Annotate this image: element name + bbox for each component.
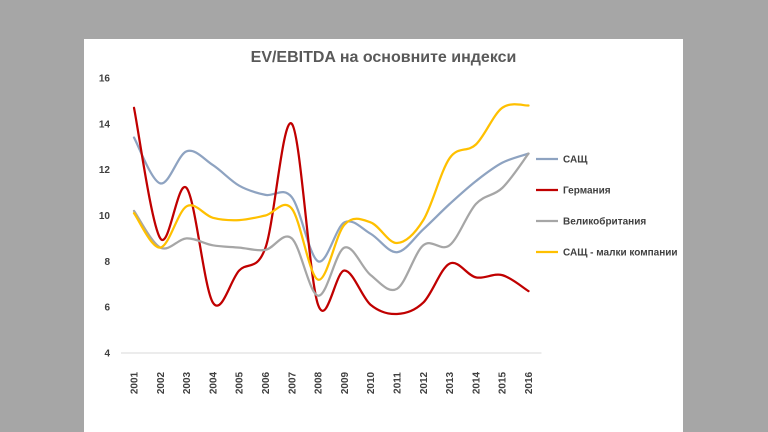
x-tick-label: 2001 bbox=[130, 371, 141, 394]
y-tick-label: 8 bbox=[104, 257, 110, 268]
x-tick-label: 2011 bbox=[393, 372, 404, 394]
y-tick-label: 14 bbox=[99, 119, 111, 130]
legend-label: Германия bbox=[563, 186, 611, 197]
y-tick-label: 6 bbox=[104, 303, 110, 314]
series-lines bbox=[132, 103, 530, 316]
y-tick-label: 10 bbox=[99, 211, 111, 222]
legend: САЩ Германия Великобритания САЩ - малки ком… bbox=[536, 155, 678, 259]
chart-panel: EV/EBITDA на основните индекси 4 6 8 10 12 14… bbox=[84, 39, 683, 432]
series-line-4 bbox=[132, 103, 530, 281]
axes: 4 6 8 10 12 14 16 2001 2002 2003 2004 2005 2006 2007 2… bbox=[99, 74, 542, 394]
x-tick-label: 2015 bbox=[498, 371, 509, 394]
y-tick-label: 4 bbox=[104, 349, 110, 360]
legend-label: САЩ - малки компании bbox=[563, 248, 678, 259]
x-tick-label: 2003 bbox=[182, 371, 193, 394]
x-tick-label: 2012 bbox=[419, 371, 430, 394]
legend-label: САЩ bbox=[563, 155, 588, 166]
line-chart: 4 6 8 10 12 14 16 2001 2002 2003 2004 2005 2006 2007 2… bbox=[99, 74, 678, 395]
x-tick-label: 2016 bbox=[524, 371, 535, 394]
series-line-2 bbox=[132, 106, 530, 316]
x-tick-label: 2009 bbox=[340, 371, 351, 394]
chart-title: EV/EBITDA на основните индекси bbox=[250, 49, 517, 66]
y-tick-label: 16 bbox=[99, 74, 111, 85]
x-tick-label: 2005 bbox=[235, 371, 246, 394]
y-tick-label: 12 bbox=[99, 165, 111, 176]
x-tick-label: 2008 bbox=[314, 371, 325, 394]
x-tick-label: 2004 bbox=[208, 371, 219, 394]
legend-label: Великобритания bbox=[563, 216, 646, 228]
x-tick-label: 2006 bbox=[261, 371, 272, 394]
x-tick-label: 2007 bbox=[287, 371, 298, 394]
x-tick-label: 2010 bbox=[366, 371, 377, 394]
x-tick-label: 2013 bbox=[445, 371, 456, 394]
series-line-3 bbox=[132, 152, 530, 297]
series-line-1 bbox=[132, 136, 530, 263]
x-tick-label: 2014 bbox=[471, 371, 482, 394]
x-tick-label: 2002 bbox=[156, 371, 167, 394]
